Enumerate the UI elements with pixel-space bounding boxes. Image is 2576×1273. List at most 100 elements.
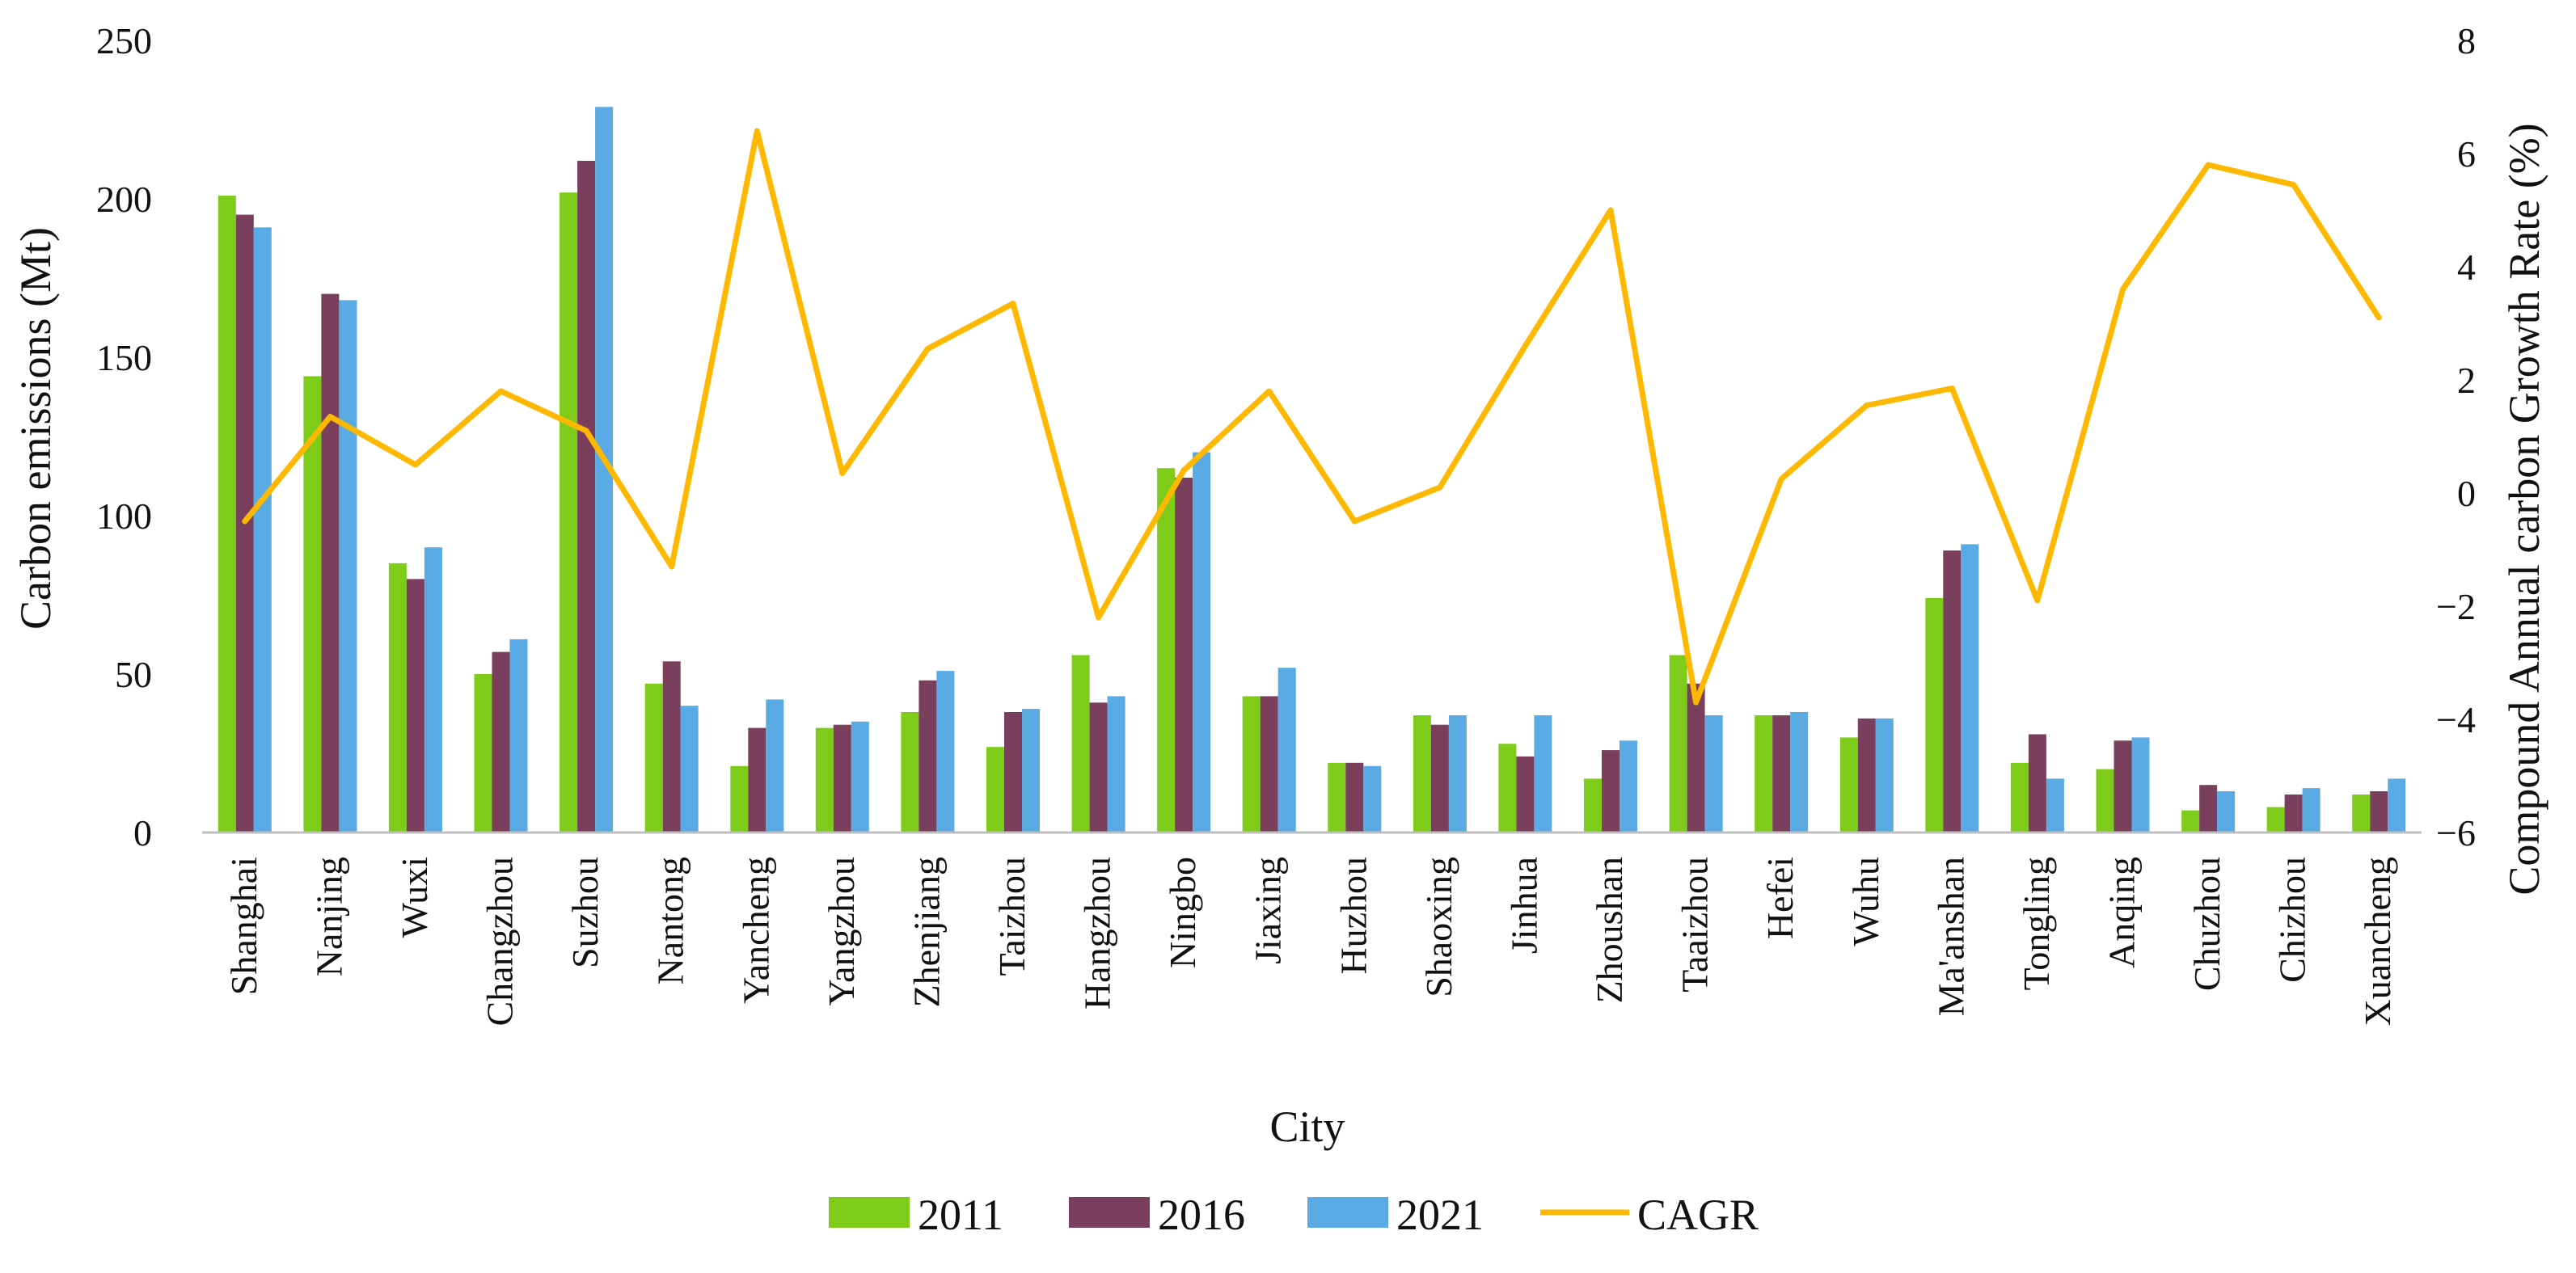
x-tick-label: Yangzhou [821, 857, 862, 1005]
bar-2021-suzhou [595, 107, 614, 833]
legend-item-cagr: CAGR [1540, 1191, 1759, 1239]
y-tick-label: 150 [96, 337, 152, 378]
legend-swatch [1069, 1197, 1150, 1228]
x-tick-label: Hangzhou [1077, 857, 1118, 1010]
bar-2011-changzhou [474, 674, 492, 833]
bar-2021-tongling [2046, 778, 2064, 833]
bar-2016-anqing [2114, 740, 2132, 833]
y-tick-label: 250 [96, 20, 152, 61]
bars-layer [217, 107, 2406, 833]
x-tick-label: Anqing [2101, 857, 2143, 968]
bar-2011-zhoushan [1584, 778, 1602, 833]
bar-2016-chizhou [2284, 795, 2303, 833]
x-tick-label: Taizhou [991, 857, 1033, 976]
bar-2011-ningbo [1157, 468, 1176, 833]
y2-tick-label: 6 [2457, 133, 2476, 175]
x-axis-title: City [1269, 1102, 1345, 1151]
bar-2011-nantong [644, 683, 663, 833]
bar-2016-nantong [662, 661, 681, 833]
bar-2016-hefei [1772, 715, 1791, 833]
bar-2021-nantong [680, 706, 699, 833]
legend-label: 2016 [1158, 1191, 1245, 1239]
bar-2021-huzhou [1363, 765, 1382, 833]
bar-2016-jiaxing [1260, 696, 1278, 833]
bar-2021-changzhou [509, 639, 528, 833]
bar-2011-shanghai [217, 196, 236, 833]
x-tick-label: Shaoxing [1418, 857, 1459, 997]
bar-2016-wuhu [1857, 718, 1876, 833]
cagr-line [242, 128, 2382, 706]
bar-2011-nanjing [303, 376, 322, 833]
x-tick-label: Xuancheng [2357, 857, 2398, 1026]
bar-2016-ma-anshan [1943, 550, 1962, 833]
bar-2011-huzhou [1328, 762, 1346, 833]
y2-tick-label: 4 [2457, 247, 2476, 288]
bar-2021-taaizhou [1704, 715, 1723, 833]
bar-2021-yancheng [766, 699, 784, 833]
x-tick-label: Wuxi [394, 857, 435, 938]
bar-2021-chuzhou [2217, 791, 2236, 833]
x-tick-label: Wuhu [1845, 857, 1886, 946]
x-tick-label: Changzhou [479, 857, 521, 1026]
bar-2016-wuxi [406, 579, 424, 833]
bar-2016-yangzhou [833, 724, 851, 833]
bar-2016-yancheng [748, 727, 766, 833]
bar-2016-hangzhou [1089, 702, 1108, 833]
y-axis-title: Carbon emissions (Mt) [11, 227, 60, 630]
x-tick-label: Chuzhou [2186, 857, 2228, 991]
bar-2016-changzhou [492, 651, 510, 833]
x-tick-label: Ningbo [1162, 857, 1203, 968]
x-tick-label: Jinhua [1503, 857, 1544, 954]
bar-2021-xuancheng [2388, 778, 2406, 833]
x-tick-label: Zhenjiang [906, 857, 947, 1008]
bar-2021-anqing [2131, 737, 2150, 833]
cagr-line-layer [242, 128, 2382, 706]
x-tick-label: Chizhou [2272, 857, 2313, 983]
bar-2021-shanghai [253, 227, 272, 833]
bar-2021-chizhou [2302, 788, 2321, 833]
bar-2021-wuxi [424, 547, 442, 833]
bar-2021-hangzhou [1107, 696, 1125, 833]
bar-2011-taizhou [986, 747, 1004, 833]
x-tick-label: Nanjing [308, 857, 349, 976]
bar-2011-wuxi [388, 563, 407, 833]
bar-2021-jiaxing [1277, 668, 1296, 833]
y-tick-label: 50 [115, 654, 152, 695]
y2-tick-label: 0 [2457, 473, 2476, 514]
bar-2021-zhenjiang [936, 671, 955, 833]
legend-swatch [829, 1197, 910, 1228]
bar-2016-zhenjiang [918, 680, 937, 833]
bar-2016-shaoxing [1430, 724, 1449, 833]
bar-2011-hefei [1755, 715, 1773, 833]
bar-2016-xuancheng [2370, 791, 2388, 833]
bar-2011-wuhu [1839, 737, 1858, 833]
bar-2021-ma-anshan [1961, 544, 1979, 833]
y-tick-label: 200 [96, 179, 152, 220]
bar-2016-nanjing [321, 293, 340, 833]
y2-tick-label: 8 [2457, 20, 2476, 61]
bar-2011-ma-anshan [1925, 597, 1944, 833]
y2-tick-label: −4 [2436, 699, 2476, 740]
x-tick-label: Zhoushan [1589, 857, 1630, 1003]
x-tick-label: Nantong [650, 857, 691, 984]
bar-2011-tongling [2010, 762, 2029, 833]
bar-2016-chuzhou [2199, 785, 2218, 833]
bar-2011-xuancheng [2352, 795, 2371, 833]
x-tick-label: Hefei [1759, 857, 1801, 939]
y-tick-label: 100 [96, 495, 152, 537]
bar-2016-zhoushan [1602, 750, 1620, 833]
y2-tick-label: −2 [2436, 586, 2476, 627]
legend-swatch [1307, 1197, 1388, 1228]
bar-2011-jiaxing [1242, 696, 1261, 833]
bar-2011-chuzhou [2181, 810, 2200, 833]
bar-2016-tongling [2028, 734, 2046, 833]
y2-tick-label: 2 [2457, 360, 2476, 401]
legend-label: CAGR [1637, 1191, 1759, 1239]
legend-item-2011: 2011 [829, 1191, 1003, 1239]
x-tick-label: Yancheng [735, 857, 776, 1004]
bar-2011-suzhou [560, 192, 578, 833]
legend-label: 2011 [918, 1191, 1003, 1239]
bar-2021-taizhou [1022, 709, 1040, 833]
